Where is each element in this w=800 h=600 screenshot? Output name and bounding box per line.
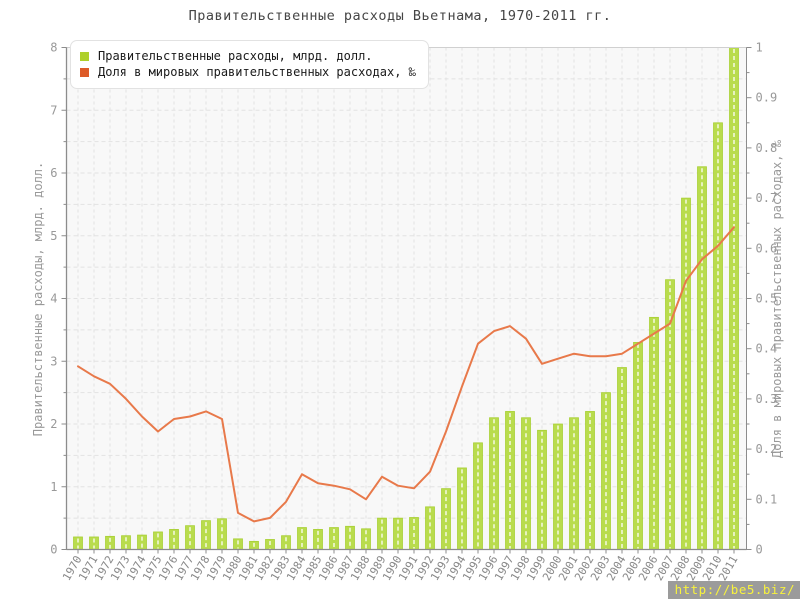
left-tick-label: 5 bbox=[50, 229, 57, 243]
chart-title: Правительственные расходы Вьетнама, 1970… bbox=[188, 8, 612, 24]
left-tick-label: 0 bbox=[50, 543, 57, 557]
right-tick-label: 0.4 bbox=[756, 342, 778, 356]
right-tick-label: 0.3 bbox=[756, 392, 778, 406]
bar-2004 bbox=[617, 367, 627, 550]
left-tick-label: 7 bbox=[50, 103, 57, 117]
left-tick-label: 3 bbox=[50, 354, 57, 368]
legend-label-share: Доля в мировых правительственных расхода… bbox=[98, 65, 416, 79]
bar-1992 bbox=[425, 506, 435, 550]
legend-swatch-bar-icon bbox=[80, 51, 89, 61]
right-tick-label: 0.9 bbox=[756, 91, 778, 105]
left-tick-label: 8 bbox=[50, 41, 57, 55]
right-tick-label: 0.6 bbox=[756, 241, 778, 255]
left-tick-label: 6 bbox=[50, 166, 57, 180]
watermark-link: http://be5.biz/ bbox=[667, 581, 800, 599]
right-tick-label: 0.2 bbox=[756, 442, 778, 456]
left-tick-label: 4 bbox=[50, 292, 57, 306]
right-tick-label: 0.1 bbox=[756, 492, 778, 506]
right-tick-label: 0.7 bbox=[756, 191, 778, 205]
legend-swatch-line-icon bbox=[80, 67, 89, 77]
left-tick-label: 2 bbox=[50, 417, 57, 431]
share-line bbox=[77, 226, 735, 523]
right-tick-label: 0.8 bbox=[756, 141, 778, 155]
legend: Правительственные расходы, млрд. долл. Д… bbox=[70, 40, 429, 89]
legend-label-expenditure: Правительственные расходы, млрд. долл. bbox=[98, 49, 373, 63]
right-tick-label: 1 bbox=[756, 41, 763, 55]
legend-item-expenditure: Правительственные расходы, млрд. долл. bbox=[80, 49, 416, 63]
right-tick-label: 0 bbox=[756, 543, 763, 557]
legend-item-share: Доля в мировых правительственных расхода… bbox=[80, 65, 416, 79]
left-tick-label: 1 bbox=[50, 480, 57, 494]
right-tick-label: 0.5 bbox=[756, 292, 778, 306]
